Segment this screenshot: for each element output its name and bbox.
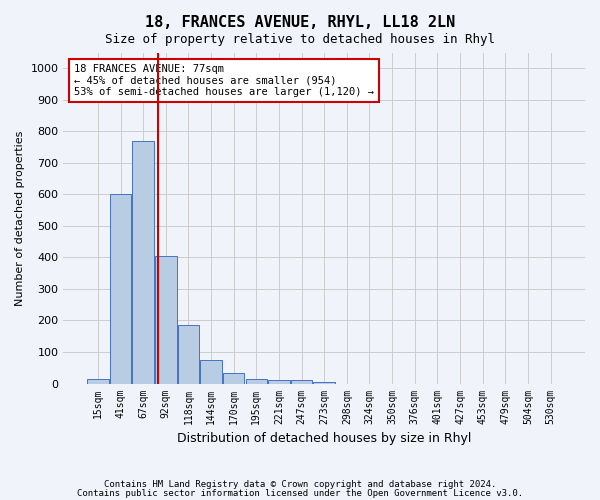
Text: Contains public sector information licensed under the Open Government Licence v3: Contains public sector information licen…: [77, 489, 523, 498]
Bar: [178, 325, 199, 384]
Y-axis label: Number of detached properties: Number of detached properties: [15, 130, 25, 306]
Bar: [110, 194, 131, 384]
Bar: [245, 379, 267, 384]
Bar: [223, 372, 244, 384]
Bar: [291, 380, 313, 384]
Bar: [155, 256, 176, 384]
Text: Contains HM Land Registry data © Crown copyright and database right 2024.: Contains HM Land Registry data © Crown c…: [104, 480, 496, 489]
Text: 18, FRANCES AVENUE, RHYL, LL18 2LN: 18, FRANCES AVENUE, RHYL, LL18 2LN: [145, 15, 455, 30]
Text: 18 FRANCES AVENUE: 77sqm
← 45% of detached houses are smaller (954)
53% of semi-: 18 FRANCES AVENUE: 77sqm ← 45% of detach…: [74, 64, 374, 98]
Text: Size of property relative to detached houses in Rhyl: Size of property relative to detached ho…: [105, 32, 495, 46]
Bar: [133, 141, 154, 384]
Bar: [200, 360, 222, 384]
Bar: [268, 380, 290, 384]
Bar: [313, 382, 335, 384]
Bar: [87, 379, 109, 384]
X-axis label: Distribution of detached houses by size in Rhyl: Distribution of detached houses by size …: [177, 432, 472, 445]
